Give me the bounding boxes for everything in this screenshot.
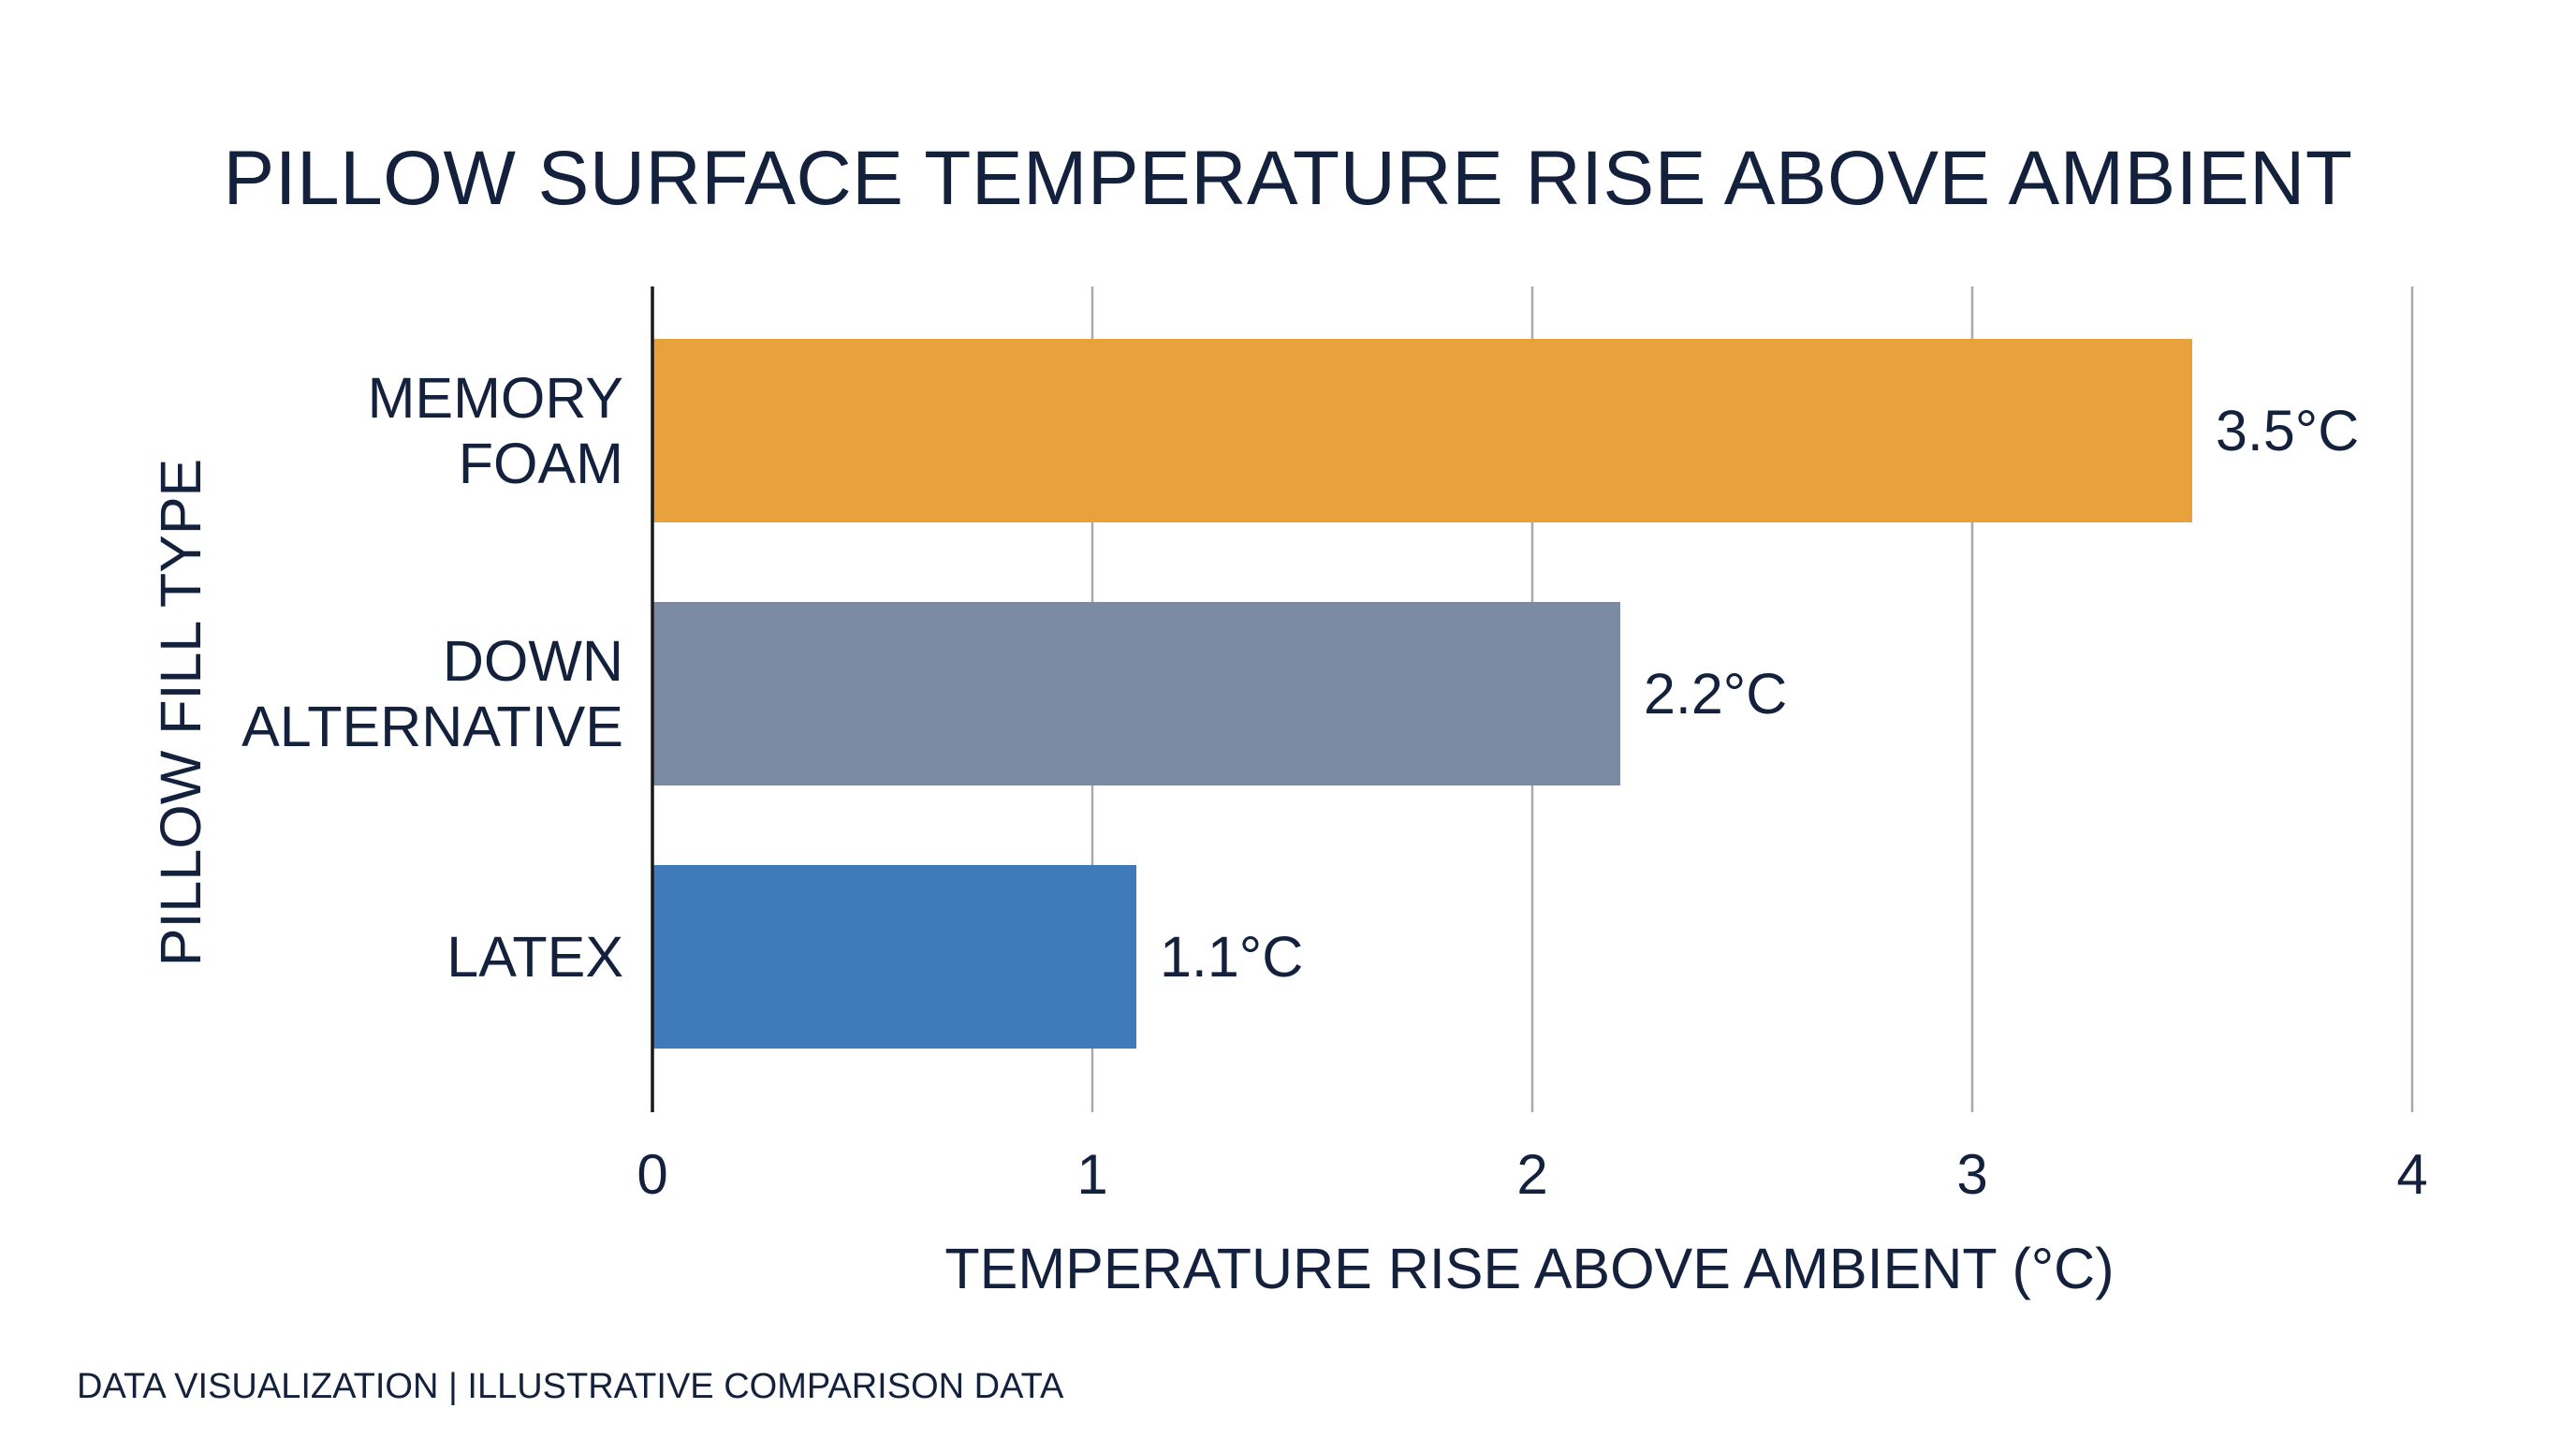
x-tick-label-2: 2 xyxy=(1516,1143,1547,1206)
y-axis-title: PILLOW FILL TYPE xyxy=(149,459,212,966)
chart-title: PILLOW SURFACE TEMPERATURE RISE ABOVE AM… xyxy=(224,136,2353,221)
category-label-2: LATEX xyxy=(446,925,623,989)
value-label-1: 2.2°C xyxy=(1644,662,1787,726)
category-label-line: FOAM xyxy=(459,432,623,495)
category-label-line: DOWN xyxy=(443,629,623,693)
category-label-0: MEMORY FOAM xyxy=(368,366,623,495)
x-tick-label-0: 0 xyxy=(637,1143,667,1206)
category-label-line: ALTERNATIVE xyxy=(242,695,623,758)
bars xyxy=(652,339,2192,1049)
category-label-line: MEMORY xyxy=(368,366,623,430)
x-tick-labels: 0 1 2 3 4 xyxy=(637,1143,2427,1206)
category-labels: MEMORY FOAM DOWN ALTERNATIVE LATEX xyxy=(242,366,623,989)
footer-note: DATA VISUALIZATION | ILLUSTRATIVE COMPAR… xyxy=(77,1367,1064,1406)
value-label-0: 3.5°C xyxy=(2216,399,2359,462)
category-label-line: LATEX xyxy=(446,925,623,989)
category-label-1: DOWN ALTERNATIVE xyxy=(242,629,623,758)
x-tick-label-3: 3 xyxy=(1956,1143,1987,1206)
x-axis-title: TEMPERATURE RISE ABOVE AMBIENT (°C) xyxy=(944,1237,2114,1300)
value-label-2: 1.1°C xyxy=(1160,925,1303,989)
value-labels: 3.5°C 2.2°C 1.1°C xyxy=(1160,399,2359,989)
bar-2 xyxy=(652,865,1136,1049)
bar-0 xyxy=(652,339,2192,522)
x-tick-label-1: 1 xyxy=(1076,1143,1107,1206)
x-tick-label-4: 4 xyxy=(2396,1143,2427,1206)
bar-1 xyxy=(652,602,1620,785)
